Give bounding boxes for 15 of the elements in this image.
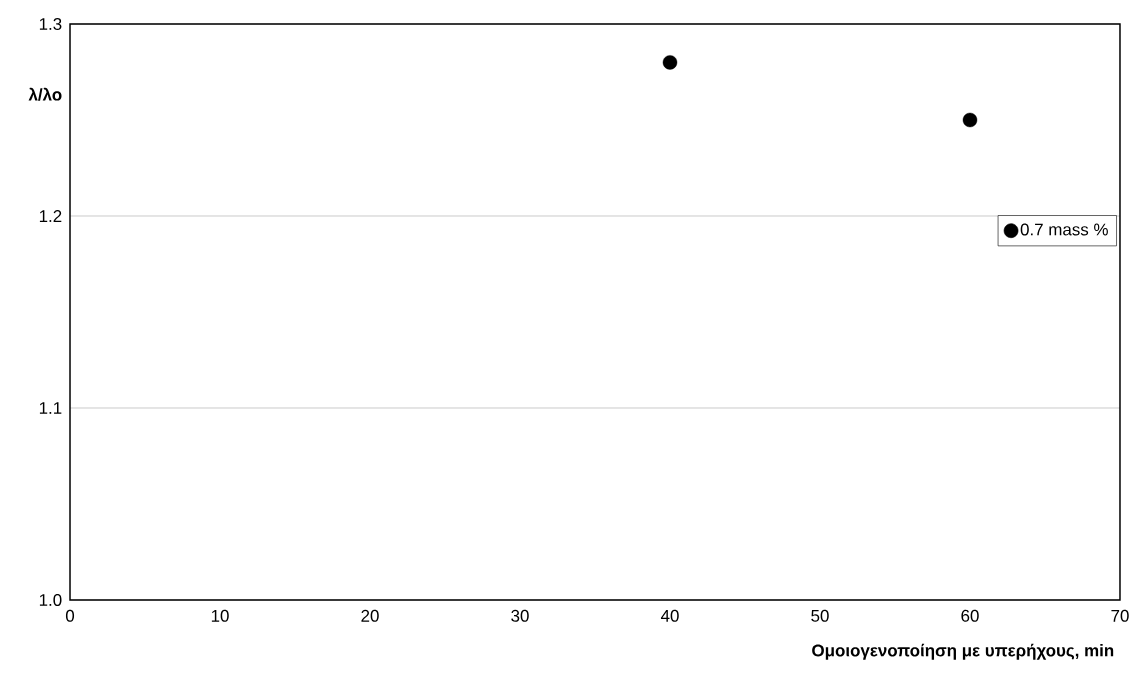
x-tick-label: 50 <box>811 609 829 622</box>
x-tick-label: 10 <box>211 609 229 622</box>
y-tick-label: 1.2 <box>39 210 62 222</box>
x-tick-label: 0 <box>65 609 75 622</box>
x-tick-label: 30 <box>511 609 529 622</box>
y-axis-title: λ/λο <box>28 87 62 101</box>
y-tick-label: 1.3 <box>39 17 62 30</box>
y-tick-label: 1.0 <box>39 593 62 606</box>
x-tick-label: 40 <box>660 609 679 622</box>
x-axis-title: Ομοιογενοποίηση με υπερήχους, min <box>812 643 1114 660</box>
legend-label: 0.7 mass % <box>1020 223 1108 236</box>
x-tick-label: 70 <box>1111 609 1129 622</box>
x-tick-label: 60 <box>961 609 979 622</box>
y-tick-label: 1.1 <box>39 402 62 414</box>
x-tick-label: 20 <box>361 609 379 622</box>
